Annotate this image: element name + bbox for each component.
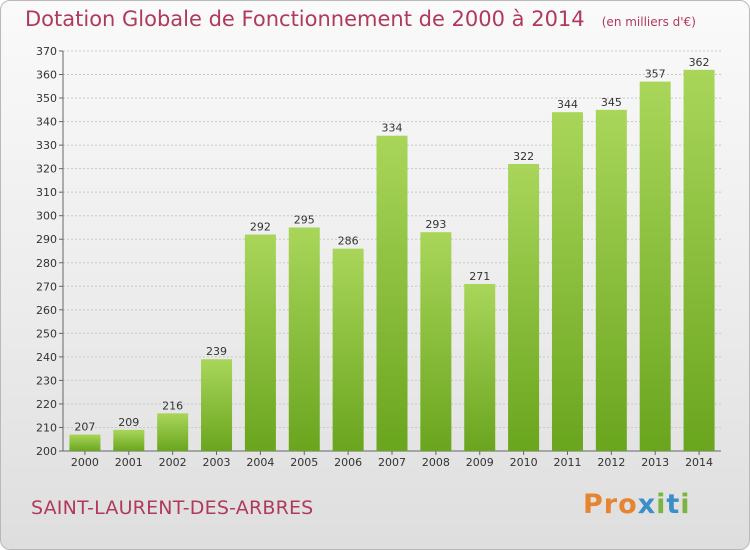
y-tick-label: 250 [36, 327, 57, 340]
value-label: 286 [338, 235, 359, 248]
y-tick-label: 210 [36, 421, 57, 434]
bar [683, 69, 715, 451]
labels: 200 210 220 230 240 250 260 270 280 290 300 310 320 3… [36, 45, 713, 469]
x-tick-label: 2014 [685, 456, 713, 469]
x-tick-label: 2005 [290, 456, 318, 469]
y-tick-label: 300 [36, 210, 57, 223]
y-tick-label: 240 [36, 351, 57, 364]
y-tick-label: 310 [36, 186, 57, 199]
x-tick-label: 2000 [71, 456, 99, 469]
value-label: 292 [250, 221, 271, 234]
value-label: 295 [294, 213, 315, 226]
bar [551, 112, 583, 452]
city-name: SAINT-LAURENT-DES-ARBRES [31, 497, 314, 519]
bar [639, 81, 671, 452]
y-tick-label: 290 [36, 233, 57, 246]
x-tick-label: 2008 [422, 456, 450, 469]
x-tick-label: 2009 [466, 456, 494, 469]
value-label: 322 [513, 150, 534, 163]
y-tick-label: 260 [36, 304, 57, 317]
value-label: 207 [74, 421, 95, 434]
y-tick-label: 340 [36, 116, 57, 129]
y-tick-label: 370 [36, 45, 57, 58]
x-tick-label: 2004 [246, 456, 274, 469]
value-label: 362 [689, 56, 710, 69]
bar [113, 429, 145, 451]
logo-letter: o [618, 489, 638, 520]
x-tick-label: 2002 [159, 456, 187, 469]
bar [157, 413, 189, 451]
logo-letter: P [583, 489, 604, 520]
x-tick-label: 2003 [203, 456, 231, 469]
x-tick-label: 2001 [115, 456, 143, 469]
bars [69, 69, 715, 452]
value-label: 345 [601, 96, 622, 109]
bar [376, 135, 408, 452]
value-label: 357 [645, 68, 666, 81]
logo-letter: r [603, 489, 619, 520]
y-tick-label: 220 [36, 398, 57, 411]
logo-letter: i [680, 489, 691, 520]
value-label: 344 [557, 98, 578, 111]
value-label: 271 [469, 270, 490, 283]
y-tick-label: 270 [36, 280, 57, 293]
x-tick-label: 2006 [334, 456, 362, 469]
x-tick-label: 2012 [597, 456, 625, 469]
bar [420, 232, 452, 451]
chart-unit: (en milliers d'€) [601, 15, 696, 29]
logo-letter: x [637, 489, 657, 520]
bar [201, 359, 233, 451]
y-tick-label: 230 [36, 374, 57, 387]
x-tick-label: 2010 [510, 456, 538, 469]
value-label: 239 [206, 345, 227, 358]
bar [69, 434, 101, 451]
y-tick-label: 320 [36, 163, 57, 176]
logo-letter: t [666, 489, 681, 520]
y-tick-label: 350 [36, 92, 57, 105]
bar [288, 227, 320, 451]
title-row: Dotation Globale de Fonctionnement de 20… [25, 7, 696, 31]
logo-letter: i [656, 489, 667, 520]
x-tick-label: 2013 [641, 456, 669, 469]
bar [244, 234, 276, 451]
proxiti-logo[interactable]: Proxiti [583, 489, 691, 520]
value-label: 293 [425, 218, 446, 231]
value-label: 209 [118, 416, 139, 429]
chart-title: Dotation Globale de Fonctionnement de 20… [25, 7, 585, 31]
bar [595, 109, 627, 451]
value-label: 216 [162, 399, 183, 412]
bar [332, 248, 364, 451]
y-tick-label: 200 [36, 445, 57, 458]
bar [464, 283, 496, 451]
value-label: 334 [382, 122, 403, 135]
x-tick-label: 2011 [553, 456, 581, 469]
y-tick-label: 280 [36, 257, 57, 270]
y-tick-label: 360 [36, 69, 57, 82]
bar [508, 163, 540, 452]
x-tick-label: 2007 [378, 456, 406, 469]
y-tick-label: 330 [36, 139, 57, 152]
